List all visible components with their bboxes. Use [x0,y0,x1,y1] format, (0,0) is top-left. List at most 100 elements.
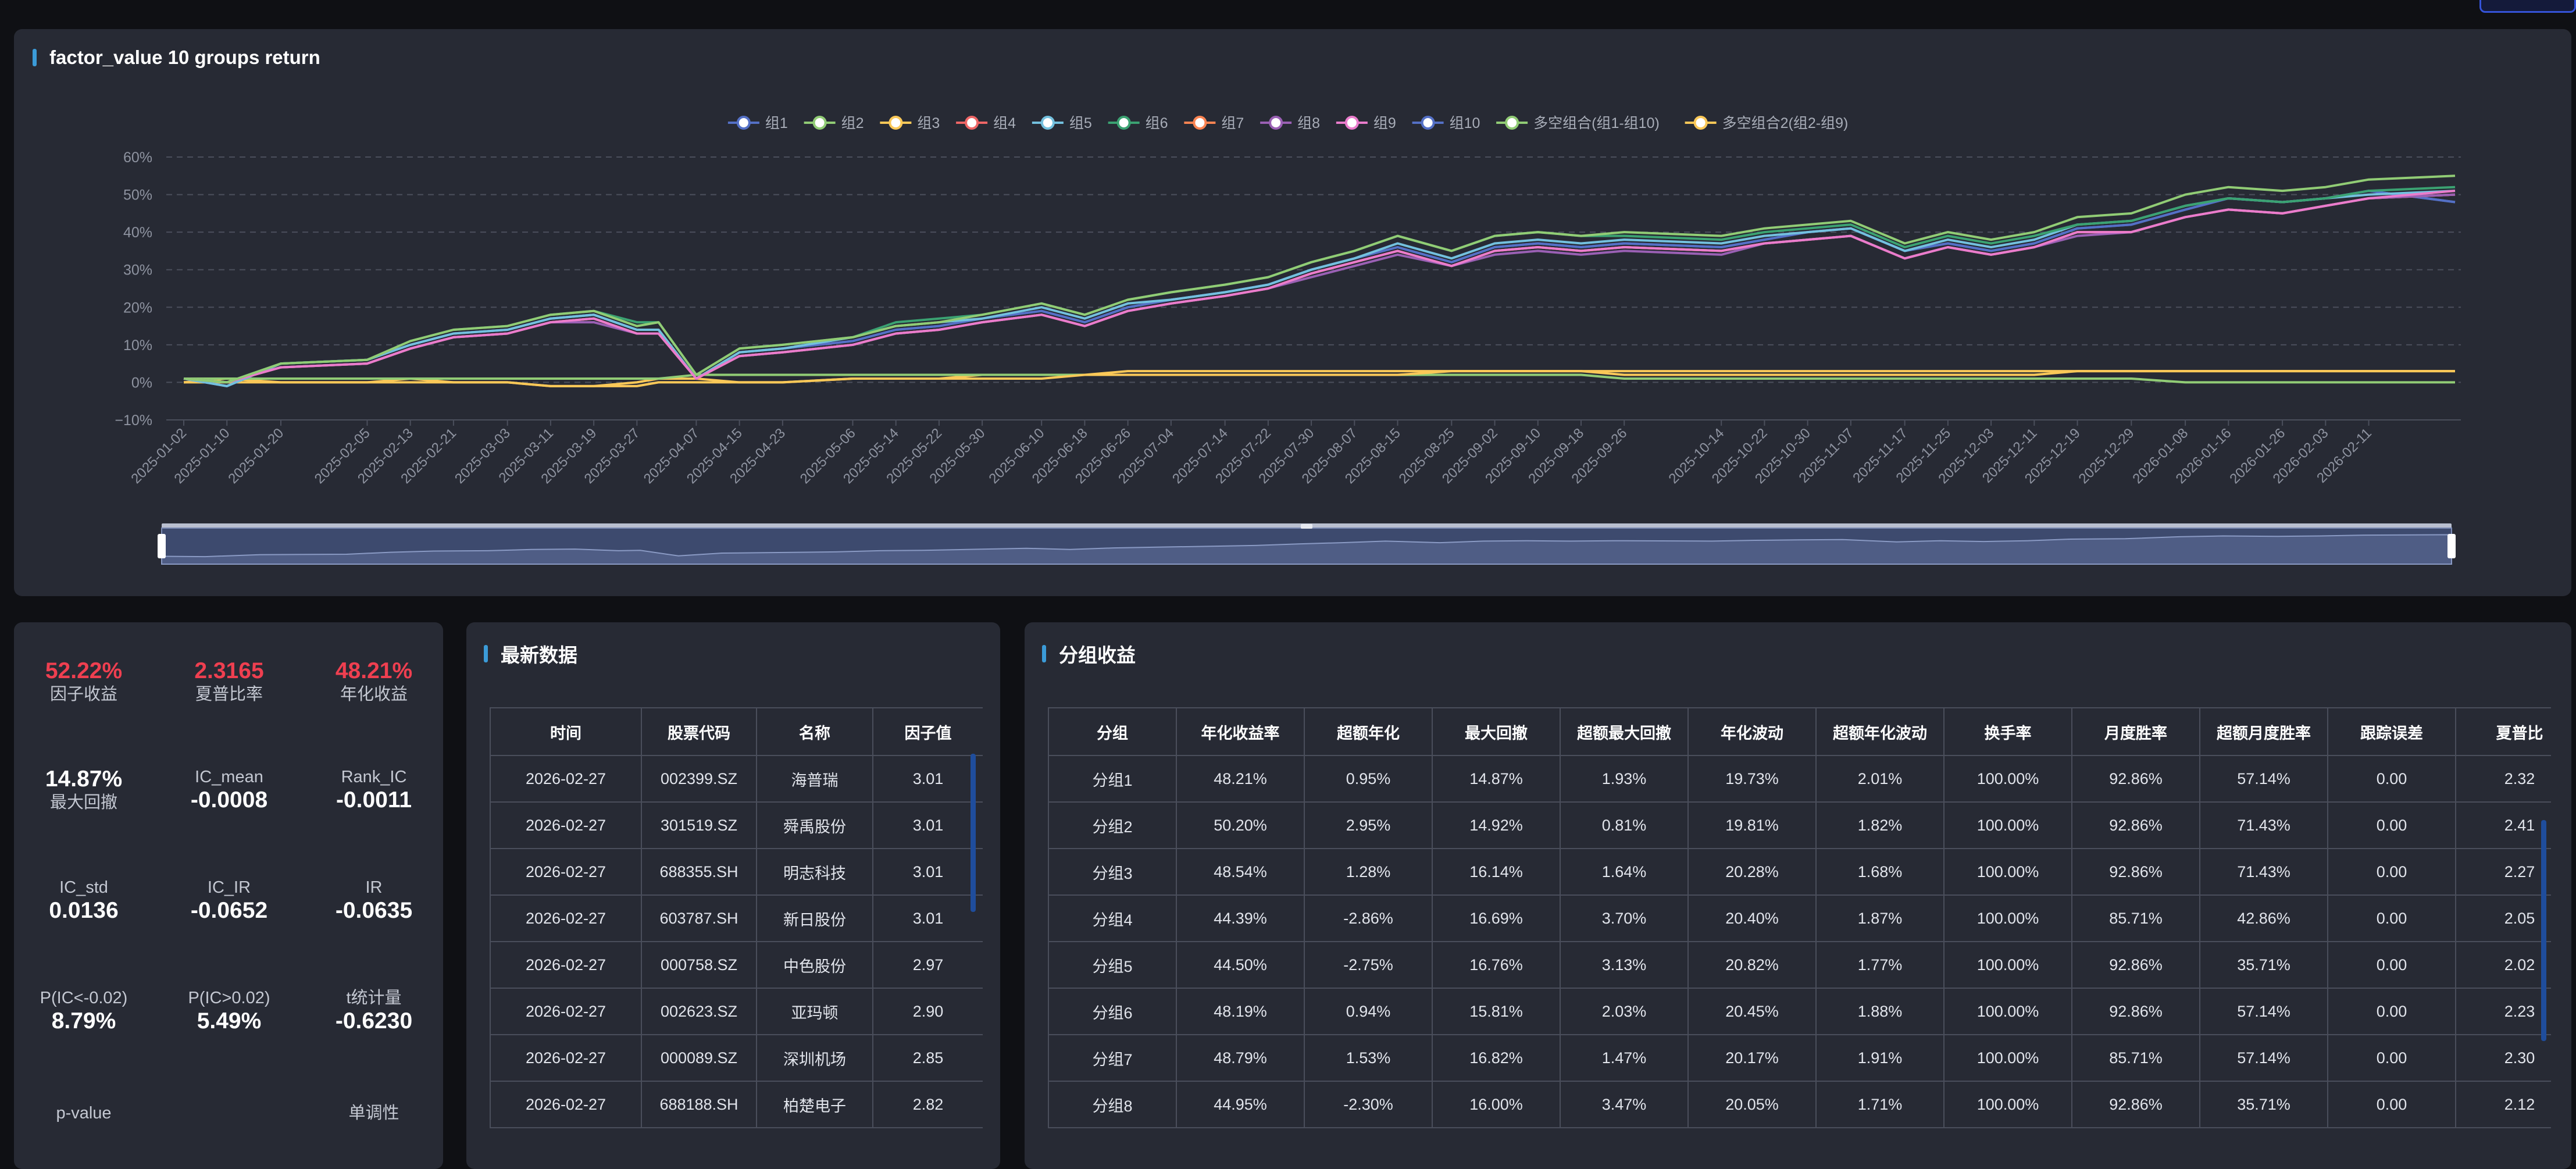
legend-item[interactable]: 组5 [1032,115,1092,131]
group-cell: 100.00% [1943,755,2072,803]
latest-table-scrollbar[interactable] [971,754,976,912]
legend-item[interactable]: 组6 [1108,115,1168,131]
ic-std-metric: IC_std 0.0136 [26,877,142,924]
table-row[interactable]: 分组2 50.20% 2.95% 14.92% 0.81% 19.81% 1.82% 100.… [1048,801,2551,849]
group-cell: 分组7 [1048,1034,1177,1082]
chart-title: factor_value 10 groups return [49,47,320,68]
group-cell: 50.20% [1176,801,1305,849]
group-cell: 71.43% [2199,801,2328,849]
table-row[interactable]: 分组4 44.39% -2.86% 16.69% 3.70% 20.40% 1.87% 100… [1048,894,2551,942]
latest-header-cell[interactable]: 股票代码 [641,707,757,756]
legend-marker-icon [1693,116,1708,130]
x-tick-label: 2025-01-20 [225,425,287,487]
latest-table-scroll[interactable]: 时间 股票代码 名称 因子值 2026-02-27 002399.SZ 海普瑞 3.01 20… [490,707,983,1169]
group-header-cell[interactable]: 超额月度胜率 [2199,707,2328,756]
table-row[interactable]: 分组8 44.95% -2.30% 16.00% 3.47% 20.05% 1.71% 100… [1048,1081,2551,1128]
group-cell: 48.54% [1176,848,1305,896]
latest-cell: 3.01 [872,801,983,849]
group-header-cell[interactable]: 超额年化 [1304,707,1433,756]
legend-label: 多空组合(组1-组10) [1533,115,1660,131]
legend-item[interactable]: 组8 [1260,115,1320,131]
group-header-cell[interactable]: 最大回撤 [1432,707,1561,756]
y-axis-ticks: 60% 50% 40% 30% 20% 10% 0% −10% [115,149,152,429]
legend-item[interactable]: 组10 [1412,115,1480,131]
table-row[interactable]: 分组5 44.50% -2.75% 16.76% 3.13% 20.82% 1.77% 100… [1048,941,2551,989]
p-value-metric: p-value [26,1103,142,1124]
series-line[interactable] [183,190,2456,387]
max-drawdown-value: 14.87% [45,767,123,792]
group-header-cell[interactable]: 超额最大回撤 [1560,707,1689,756]
legend-item[interactable]: 组4 [956,115,1016,131]
legend-marker-icon [1040,116,1055,130]
legend-item[interactable]: 组3 [880,115,940,131]
ic-std-value: 0.0136 [49,898,119,923]
y-tick-label: 30% [123,262,152,279]
data-zoom-slider [158,523,2456,565]
latest-data-table: 时间 股票代码 名称 因子值 2026-02-27 002399.SZ 海普瑞 3.01 20… [490,707,983,1128]
group-header-cell[interactable]: 年化收益率 [1176,707,1305,756]
group-cell: 57.14% [2199,988,2328,1035]
table-header-row: 时间 股票代码 名称 因子值 [490,707,983,756]
series-line[interactable] [183,190,2456,387]
series-line[interactable] [183,174,2456,384]
table-row[interactable]: 分组1 48.21% 0.95% 14.87% 1.93% 19.73% 2.01% 100.… [1048,755,2551,803]
series-line[interactable] [184,370,2455,387]
top-right-button[interactable] [2479,0,2576,13]
p-ic-neg-metric: P(IC<-0.02) 8.79% [26,988,142,1034]
table-row[interactable]: 分组6 48.19% 0.94% 15.81% 2.03% 20.45% 1.88% 100.… [1048,988,2551,1035]
chart-panel-title: factor_value 10 groups return [33,47,320,69]
latest-cell: 柏楚电子 [756,1081,873,1128]
table-row[interactable]: 2026-02-27 000758.SZ 中色股份 2.97 [490,941,983,989]
legend-label: 组4 [993,115,1016,131]
group-cell: 15.81% [1432,988,1561,1035]
table-row[interactable]: 2026-02-27 002399.SZ 海普瑞 3.01 [490,755,983,803]
legend-item[interactable]: 多空组合(组1-组10) [1496,115,1660,131]
legend-item[interactable]: 组1 [727,115,788,131]
table-row[interactable]: 2026-02-27 301519.SZ 舜禹股份 3.01 [490,801,983,849]
table-row[interactable]: 分组3 48.54% 1.28% 16.14% 1.64% 20.28% 1.68% 100.… [1048,848,2551,896]
zoom-right-handle[interactable] [2447,534,2456,558]
ir-value: -0.0635 [335,898,413,923]
legend-item[interactable]: 组7 [1184,115,1244,131]
table-row[interactable]: 2026-02-27 002623.SZ 亚玛顿 2.90 [490,988,983,1035]
monotonic-metric: 单调性 [316,1103,432,1124]
latest-header-cell[interactable]: 时间 [490,707,642,756]
group-table-scroll[interactable]: 分组 年化收益率 超额年化 最大回撤 超额最大回撤 年化波动 超额年化波动 换手率 月度胜率 超额… [1048,707,2551,1169]
group-cell: 分组6 [1048,988,1177,1035]
group-header-cell[interactable]: 超额年化波动 [1815,707,1945,756]
table-row[interactable]: 2026-02-27 688188.SH 柏楚电子 2.82 [490,1081,983,1128]
group-cell: 2.95% [1304,801,1433,849]
group-header-cell[interactable]: 年化波动 [1687,707,1817,756]
sharpe-metric: 2.3165 夏普比率 [171,658,287,705]
group-return-chart-panel: factor_value 10 groups return 组1 组2 组3 组4 组5… [14,29,2571,596]
table-row[interactable]: 2026-02-27 688355.SH 明志科技 3.01 [490,848,983,896]
series-line[interactable] [183,186,2456,384]
group-header-cell[interactable]: 月度胜率 [2071,707,2200,756]
group-table-scrollbar[interactable] [2541,820,2546,1041]
table-row[interactable]: 分组7 48.79% 1.53% 16.82% 1.47% 20.17% 1.91% 100.… [1048,1034,2551,1082]
group-header-cell[interactable]: 跟踪误差 [2327,707,2456,756]
group-header-cell[interactable]: 分组 [1048,707,1177,756]
table-row[interactable]: 2026-02-27 603787.SH 新日股份 3.01 [490,894,983,942]
legend-item[interactable]: 多空组合2(组2-组9) [1685,115,1849,131]
latest-header-cell[interactable]: 因子值 [872,707,983,756]
group-cell: 2.30 [2455,1034,2551,1082]
legend-item[interactable]: 组2 [804,115,864,131]
series-line[interactable] [183,190,2456,387]
group-cell: 85.71% [2071,894,2200,942]
group-cell: 100.00% [1943,1034,2072,1082]
legend-item[interactable]: 组9 [1336,115,1396,131]
y-tick-label: 0% [131,375,152,391]
latest-cell: 舜禹股份 [756,801,873,849]
zoom-drag-handle[interactable] [1301,524,1312,529]
group-header-cell[interactable]: 夏普比 [2455,707,2551,756]
zoom-left-handle[interactable] [158,534,166,558]
table-row[interactable]: 2026-02-27 000089.SZ 深圳机场 2.85 [490,1034,983,1082]
group-cell: 0.81% [1560,801,1689,849]
series-line[interactable] [183,190,2456,384]
group-cell: 20.05% [1687,1081,1817,1128]
latest-header-cell[interactable]: 名称 [756,707,873,756]
group-cell: 1.47% [1560,1034,1689,1082]
group-header-cell[interactable]: 换手率 [1943,707,2072,756]
group-cell: 0.00 [2327,801,2456,849]
